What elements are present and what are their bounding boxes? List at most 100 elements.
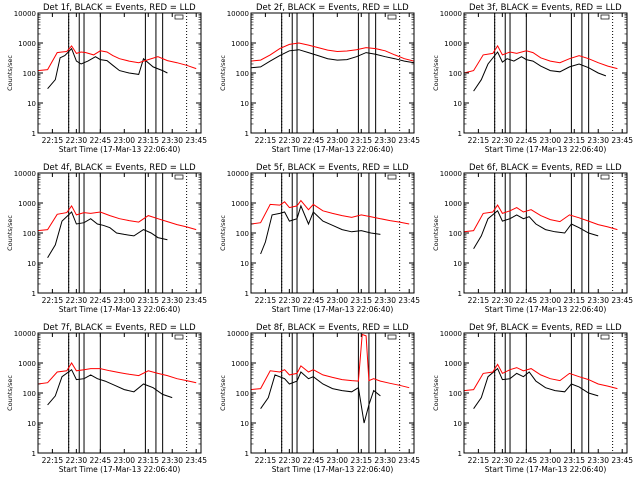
plot-frame: [250, 172, 415, 294]
x-tick-label: 22:30: [66, 296, 88, 305]
x-tick-label: 23:15: [137, 136, 159, 145]
plot-frame: [37, 12, 202, 134]
chart-panel-1: Det 1f, BLACK = Events, RED = LLD 1 10 100 1…: [6, 3, 207, 154]
y-tick-label: 10000: [227, 330, 249, 338]
legend-box: [600, 174, 610, 180]
chart-title: Det 5f, BLACK = Events, RED = LLD: [256, 163, 409, 173]
x-tick-label: 22:45: [90, 456, 112, 465]
x-tick-label: 22:30: [492, 296, 514, 305]
series-line-events: [47, 211, 168, 258]
y-axis-label: Counts/sec: [219, 55, 227, 91]
x-tick-label: 22:15: [255, 456, 277, 465]
x-tick-label: 23:30: [374, 296, 396, 305]
x-tick-label: 23:00: [113, 296, 135, 305]
x-axis-label: Start Time (17-Mar-13 22:06:40): [485, 145, 607, 154]
x-axis-label: Start Time (17-Mar-13 22:06:40): [272, 145, 394, 154]
x-tick-label: 22:15: [42, 136, 64, 145]
y-tick-label: 1: [245, 450, 249, 458]
chart-panel-9: Det 9f, BLACK = Events, RED = LLD 1 10 100 1…: [432, 323, 633, 474]
x-tick-label: 22:45: [90, 136, 112, 145]
series-line-lld: [463, 44, 618, 74]
x-tick-label: 22:30: [492, 136, 514, 145]
y-tick-label: 1000: [231, 360, 249, 368]
y-tick-label: 1000: [444, 40, 462, 48]
series-line-events: [47, 47, 168, 90]
y-tick-label: 100: [23, 230, 36, 238]
plot-frame: [463, 12, 628, 134]
legend-box: [174, 174, 184, 180]
x-tick-label: 22:15: [468, 136, 490, 145]
x-tick-label: 23:15: [350, 136, 372, 145]
x-tick-label: 22:15: [468, 456, 490, 465]
x-axis-label: Start Time (17-Mar-13 22:06:40): [59, 145, 181, 154]
chart-panel-5: Det 5f, BLACK = Events, RED = LLD 1 10 100 1…: [219, 163, 420, 314]
x-tick-label: 23:30: [374, 136, 396, 145]
x-tick-label: 22:30: [492, 456, 514, 465]
y-tick-label: 1000: [231, 40, 249, 48]
chart-title: Det 1f, BLACK = Events, RED = LLD: [43, 3, 196, 13]
series-line-events: [250, 49, 415, 69]
x-tick-label: 23:15: [350, 456, 372, 465]
y-tick-label: 10: [453, 100, 462, 108]
x-tick-label: 23:00: [326, 456, 348, 465]
x-tick-label: 23:45: [611, 136, 633, 145]
x-tick-label: 23:30: [161, 296, 183, 305]
chart-panel-7: Det 7f, BLACK = Events, RED = LLD 1 10 100 1…: [6, 323, 207, 474]
y-tick-label: 10000: [14, 170, 36, 178]
chart-title: Det 2f, BLACK = Events, RED = LLD: [256, 3, 409, 13]
x-axis-label: Start Time (17-Mar-13 22:06:40): [272, 465, 394, 474]
plot-frame: [37, 172, 202, 294]
y-tick-label: 1: [245, 290, 249, 298]
y-axis-label: Counts/sec: [432, 215, 440, 251]
y-axis-label: Counts/sec: [6, 215, 14, 251]
x-tick-label: 23:00: [326, 296, 348, 305]
series-line-events: [473, 367, 599, 409]
x-axis-label: Start Time (17-Mar-13 22:06:40): [485, 465, 607, 474]
x-tick-label: 23:45: [398, 296, 420, 305]
chart-title: Det 9f, BLACK = Events, RED = LLD: [469, 323, 622, 333]
plot-frame: [463, 332, 628, 454]
x-tick-label: 22:30: [66, 136, 88, 145]
y-tick-label: 1000: [444, 200, 462, 208]
y-axis-label: Counts/sec: [219, 215, 227, 251]
x-tick-label: 22:15: [42, 296, 64, 305]
series-line-lld: [463, 363, 618, 392]
legend-box: [387, 14, 397, 20]
y-tick-label: 100: [449, 230, 462, 238]
chart-panel-4: Det 4f, BLACK = Events, RED = LLD 1 10 100 1…: [6, 163, 207, 314]
x-tick-label: 23:30: [374, 456, 396, 465]
y-tick-label: 1: [458, 450, 462, 458]
y-tick-label: 100: [449, 70, 462, 78]
x-tick-label: 22:45: [516, 296, 538, 305]
x-tick-label: 22:15: [255, 296, 277, 305]
chart-title: Det 3f, BLACK = Events, RED = LLD: [469, 3, 622, 13]
x-tick-label: 23:45: [185, 456, 207, 465]
x-tick-label: 23:15: [137, 456, 159, 465]
chart-title: Det 4f, BLACK = Events, RED = LLD: [43, 163, 196, 173]
series-line-lld: [37, 362, 197, 385]
y-tick-label: 1: [32, 450, 36, 458]
y-tick-label: 10: [27, 260, 36, 268]
legend-box: [174, 14, 184, 20]
series-line-lld: [37, 204, 197, 232]
x-tick-label: 23:45: [611, 296, 633, 305]
y-tick-label: 1: [32, 290, 36, 298]
legend-box: [600, 334, 610, 340]
x-tick-label: 22:15: [42, 456, 64, 465]
x-tick-label: 22:45: [516, 456, 538, 465]
x-tick-label: 23:00: [326, 136, 348, 145]
x-tick-label: 23:30: [587, 296, 609, 305]
legend-box: [387, 174, 397, 180]
x-tick-label: 23:00: [113, 456, 135, 465]
y-tick-label: 1: [458, 290, 462, 298]
x-tick-label: 22:45: [303, 296, 325, 305]
x-tick-label: 22:45: [303, 136, 325, 145]
x-tick-label: 23:45: [398, 136, 420, 145]
x-tick-label: 22:30: [279, 136, 301, 145]
series-line-lld: [250, 42, 415, 62]
x-tick-label: 23:45: [398, 456, 420, 465]
y-tick-label: 1000: [444, 360, 462, 368]
series-line-lld: [250, 333, 410, 391]
y-tick-label: 10000: [440, 170, 462, 178]
y-tick-label: 10: [453, 420, 462, 428]
